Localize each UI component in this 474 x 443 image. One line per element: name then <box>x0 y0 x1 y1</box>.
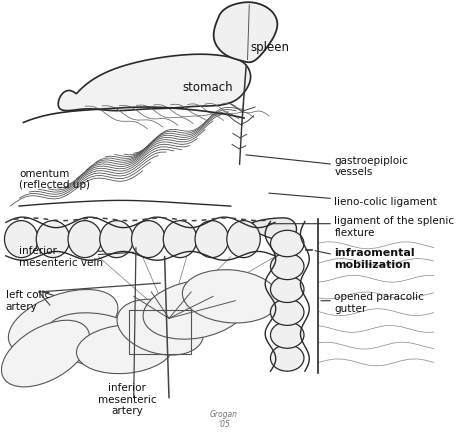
Text: inferior
mesenteric
artery: inferior mesenteric artery <box>98 383 156 416</box>
Polygon shape <box>253 218 297 240</box>
Ellipse shape <box>76 325 173 373</box>
Ellipse shape <box>46 313 151 368</box>
Ellipse shape <box>1 320 90 387</box>
Ellipse shape <box>100 221 133 257</box>
Ellipse shape <box>9 289 118 356</box>
Ellipse shape <box>195 221 228 257</box>
Text: left colic
artery: left colic artery <box>6 290 50 311</box>
Text: stomach: stomach <box>182 81 233 94</box>
Ellipse shape <box>68 221 101 257</box>
Ellipse shape <box>131 221 165 257</box>
Ellipse shape <box>4 221 38 257</box>
Ellipse shape <box>271 299 304 326</box>
Polygon shape <box>58 54 251 111</box>
Ellipse shape <box>36 221 70 257</box>
Text: ligament of the splenic
flexture: ligament of the splenic flexture <box>335 216 455 237</box>
Ellipse shape <box>271 276 304 303</box>
Text: omentum
(reflected up): omentum (reflected up) <box>19 169 90 190</box>
Ellipse shape <box>117 299 203 355</box>
Ellipse shape <box>271 253 304 280</box>
Ellipse shape <box>163 221 197 257</box>
Text: infraomental
mobilization: infraomental mobilization <box>335 248 415 270</box>
Polygon shape <box>214 2 277 62</box>
Text: gastroepiploic
vessels: gastroepiploic vessels <box>335 155 408 177</box>
Text: lieno-colic ligament: lieno-colic ligament <box>335 197 437 207</box>
Text: inferior
mesenteric vein: inferior mesenteric vein <box>19 246 103 268</box>
Ellipse shape <box>271 322 304 348</box>
Ellipse shape <box>143 280 248 339</box>
Text: Grogan
'05: Grogan '05 <box>210 410 238 429</box>
Text: opened paracolic
gutter: opened paracolic gutter <box>335 292 424 314</box>
Ellipse shape <box>182 270 279 323</box>
Ellipse shape <box>271 345 304 371</box>
Ellipse shape <box>271 230 304 256</box>
Ellipse shape <box>227 221 260 257</box>
Text: spleen: spleen <box>251 41 290 54</box>
